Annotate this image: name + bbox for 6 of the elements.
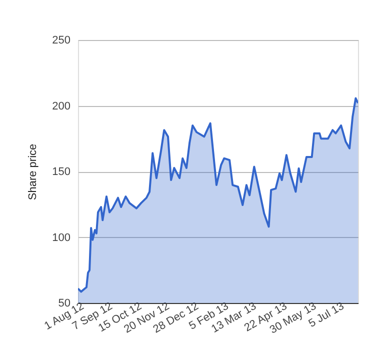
- y-tick-label: 100: [52, 232, 70, 244]
- y-tick-label: 250: [52, 34, 70, 46]
- y-tick-label: 200: [52, 100, 70, 112]
- y-axis-title: Share price: [27, 144, 40, 200]
- y-tick-label: 50: [58, 298, 70, 310]
- y-tick-label: 150: [52, 166, 70, 178]
